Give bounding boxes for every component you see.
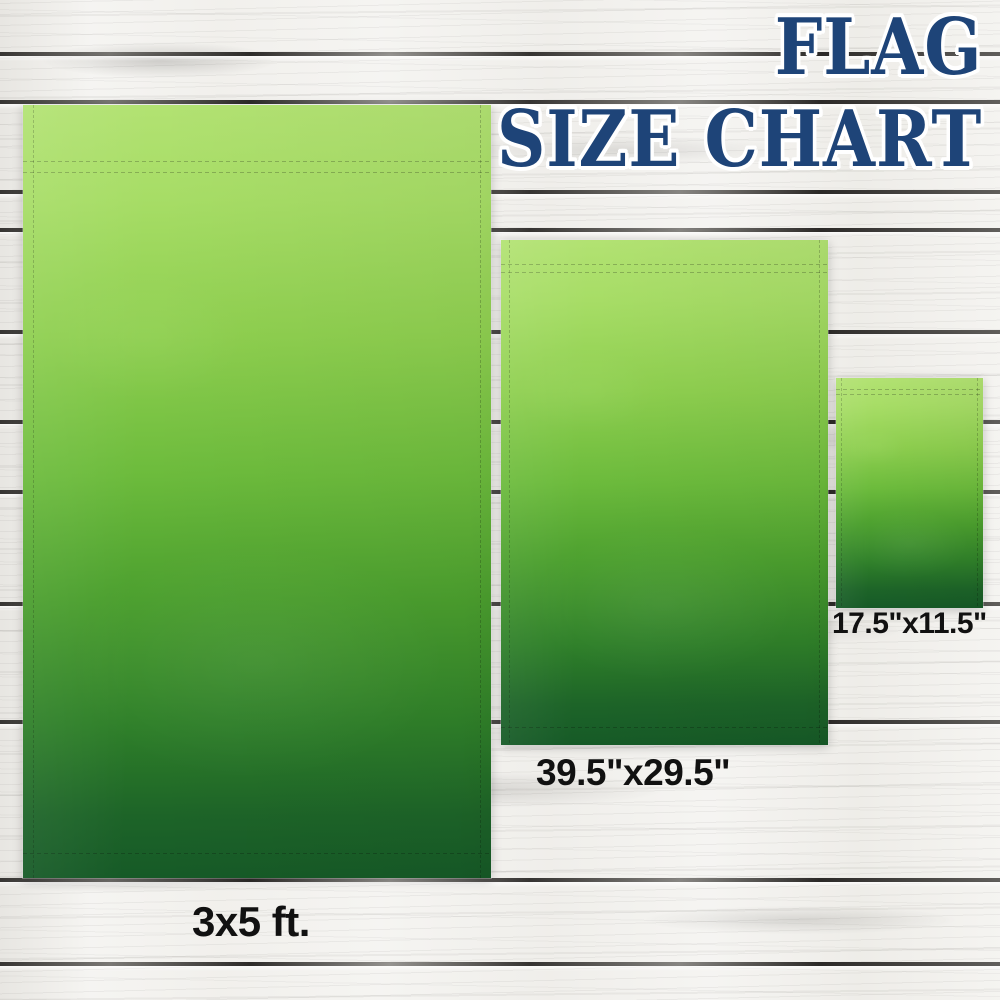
flag-label-small: 17.5"x11.5" [832,607,987,640]
hem-stitch-right [819,240,820,745]
bottom-hem-stitch [23,853,491,854]
bottom-hem-stitch [501,727,828,728]
flag-label-large: 3x5 ft. [192,898,310,945]
sleeve-stitch-upper [23,161,491,162]
flag-swatch-small[interactable] [836,378,983,608]
flag-swatch-medium[interactable] [501,240,828,745]
sleeve-stitch-upper [836,389,983,390]
headline-flag: FLAG [774,2,982,93]
sleeve-stitch-lower [501,272,828,273]
hem-stitch-right [480,105,481,878]
flag-label-medium: 39.5"x29.5" [536,752,731,793]
hem-stitch-left [33,105,34,878]
flag-swatch-large[interactable] [23,105,491,878]
hem-stitch-right [977,378,978,608]
sleeve-stitch-lower [23,172,491,173]
hem-stitch-left [841,378,842,608]
headline-size-chart: SIZE CHART [496,94,982,185]
sleeve-stitch-lower [836,394,983,395]
sleeve-stitch-upper [501,264,828,265]
hem-stitch-left [509,240,510,745]
